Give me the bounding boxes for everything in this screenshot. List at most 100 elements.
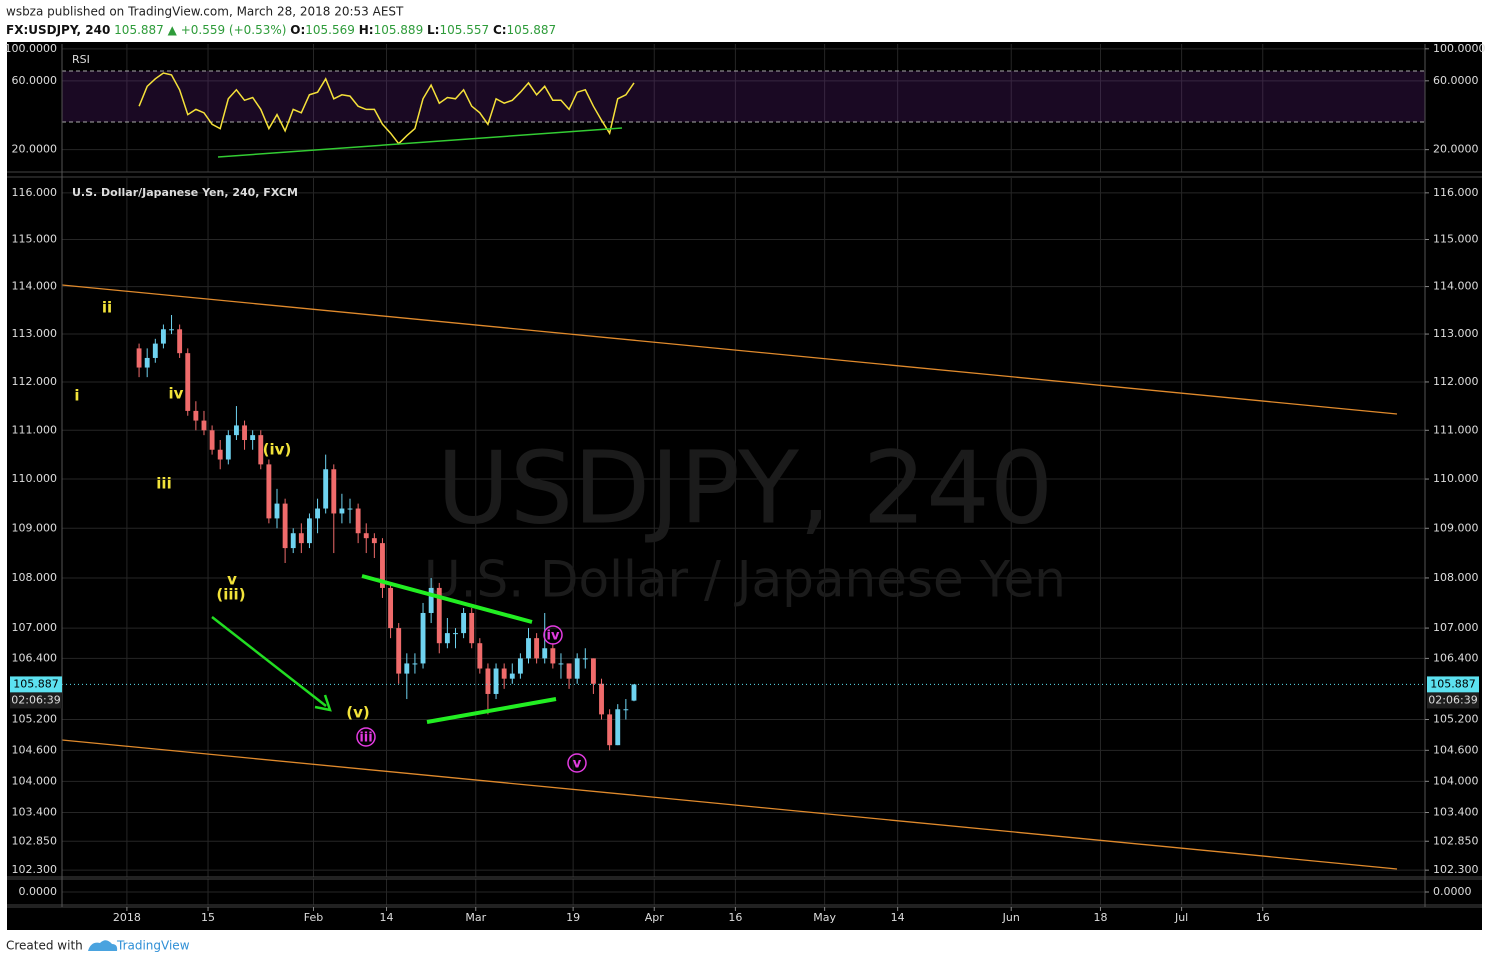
y-tick-label: 60.0000 <box>1433 74 1479 87</box>
candle-body <box>347 508 353 510</box>
candle-body <box>444 633 450 644</box>
candle-body <box>615 709 621 746</box>
x-tick-label: Feb <box>304 911 323 924</box>
x-tick-label: 16 <box>728 911 742 924</box>
y-tick-label: 20.0000 <box>1433 143 1479 156</box>
wave-label: (iii) <box>216 586 245 604</box>
circled-label: v <box>573 757 582 772</box>
candle-body <box>493 668 499 694</box>
x-tick-label: 14 <box>891 911 905 924</box>
y-tick-label: 113.000 <box>12 327 58 340</box>
price-tag <box>1427 676 1479 693</box>
y-tick-label: 115.000 <box>12 233 58 246</box>
y-tick-label: 106.400 <box>1433 651 1479 664</box>
y-tick-label: 105.200 <box>12 713 58 726</box>
candle-body <box>566 663 572 679</box>
y-tick-label: 110.000 <box>1433 472 1479 485</box>
x-tick-label: 15 <box>201 911 215 924</box>
candle-body <box>550 648 556 664</box>
y-tick-label: 20.0000 <box>12 143 58 156</box>
countdown-label: 02:06:39 <box>1428 693 1477 706</box>
y-tick-label: 100.0000 <box>5 42 58 55</box>
candle-body <box>461 612 467 634</box>
y-tick-label: 100.0000 <box>1433 42 1486 55</box>
countdown-tag <box>10 692 62 709</box>
plot <box>62 72 1425 751</box>
candle-body <box>290 533 296 549</box>
trend-arrow <box>211 616 327 707</box>
candle-body <box>623 709 629 711</box>
x-tick-label: 14 <box>380 911 394 924</box>
y-tick-label: 114.000 <box>1433 280 1479 293</box>
candle-body <box>607 714 613 746</box>
candle-body <box>307 518 312 544</box>
y-tick-label: 111.000 <box>1433 423 1479 436</box>
candle-body <box>363 533 369 539</box>
y-tick-label: 108.000 <box>1433 571 1479 584</box>
footer-brand[interactable]: TradingView <box>116 939 190 953</box>
l-value: 105.557 <box>439 23 489 37</box>
watermark-name: U.S. Dollar / Japanese Yen <box>424 551 1066 609</box>
y-tick-label: 104.000 <box>12 774 58 787</box>
circle <box>356 727 376 747</box>
countdown-tag <box>1427 692 1479 709</box>
footer-text: Created with <box>6 939 83 953</box>
candle-body <box>177 329 183 354</box>
candle-body <box>404 663 410 674</box>
channel-top <box>61 284 1398 415</box>
candle-body <box>396 628 402 674</box>
change: +0.559 (+0.53%) <box>181 23 287 37</box>
triangle-bottom <box>426 697 557 724</box>
y-tick-label: 110.000 <box>12 472 58 485</box>
x-tick-label: Jun <box>1002 911 1020 924</box>
candle-body <box>412 663 418 665</box>
y-tick-label: 111.000 <box>12 423 58 436</box>
y-tick-label: 103.400 <box>1433 806 1479 819</box>
candle-body <box>258 435 264 465</box>
y-tick-label: 102.850 <box>12 834 58 847</box>
candle-body <box>371 538 377 544</box>
candle-body <box>420 612 426 664</box>
x-tick-label: 2018 <box>113 911 141 924</box>
wave-label: v <box>227 571 237 589</box>
candle-body <box>282 503 288 549</box>
wave-label: iii <box>156 475 171 493</box>
candle-body <box>169 329 174 331</box>
x-tick-label: 19 <box>566 911 580 924</box>
candle-body <box>201 420 207 431</box>
candle-body <box>233 425 239 436</box>
candle-body <box>193 410 199 421</box>
y-tick-label: 0.0000 <box>1433 885 1472 898</box>
candle-body <box>631 684 637 701</box>
candle-body <box>323 469 329 509</box>
candle-body <box>355 508 361 534</box>
candle-body <box>274 503 280 519</box>
y-tick-label: 104.600 <box>1433 743 1479 756</box>
y-tick-label: 103.400 <box>12 806 58 819</box>
o-label: O: <box>290 23 305 37</box>
ticker-line: FX:USDJPY, 240 105.887 ▲ +0.559 (+0.53%)… <box>6 23 556 37</box>
candle-body <box>388 587 394 629</box>
wave-label: (v) <box>346 704 370 722</box>
h-label: H: <box>359 23 374 37</box>
c-label: C: <box>493 23 507 37</box>
byline: wsbza published on TradingView.com, Marc… <box>6 5 404 19</box>
y-tick-label: 105.200 <box>1433 713 1479 726</box>
y-tick-label: 116.000 <box>12 186 58 199</box>
y-tick-label: 104.000 <box>1433 774 1479 787</box>
candle-body <box>160 329 166 344</box>
grid <box>62 44 1425 905</box>
candle-body <box>185 353 191 411</box>
x-tick-label: Apr <box>645 911 665 924</box>
y-tick-label: 109.000 <box>12 521 58 534</box>
candle-body <box>599 683 604 715</box>
candle-body <box>526 638 531 659</box>
candle-body <box>436 587 442 644</box>
candle-body <box>501 668 507 679</box>
last-price: 105.887 <box>114 23 164 37</box>
candle-body <box>331 469 337 514</box>
candle-body <box>315 508 320 519</box>
x-tick-label: 18 <box>1093 911 1107 924</box>
x-tick-label: 16 <box>1256 911 1270 924</box>
